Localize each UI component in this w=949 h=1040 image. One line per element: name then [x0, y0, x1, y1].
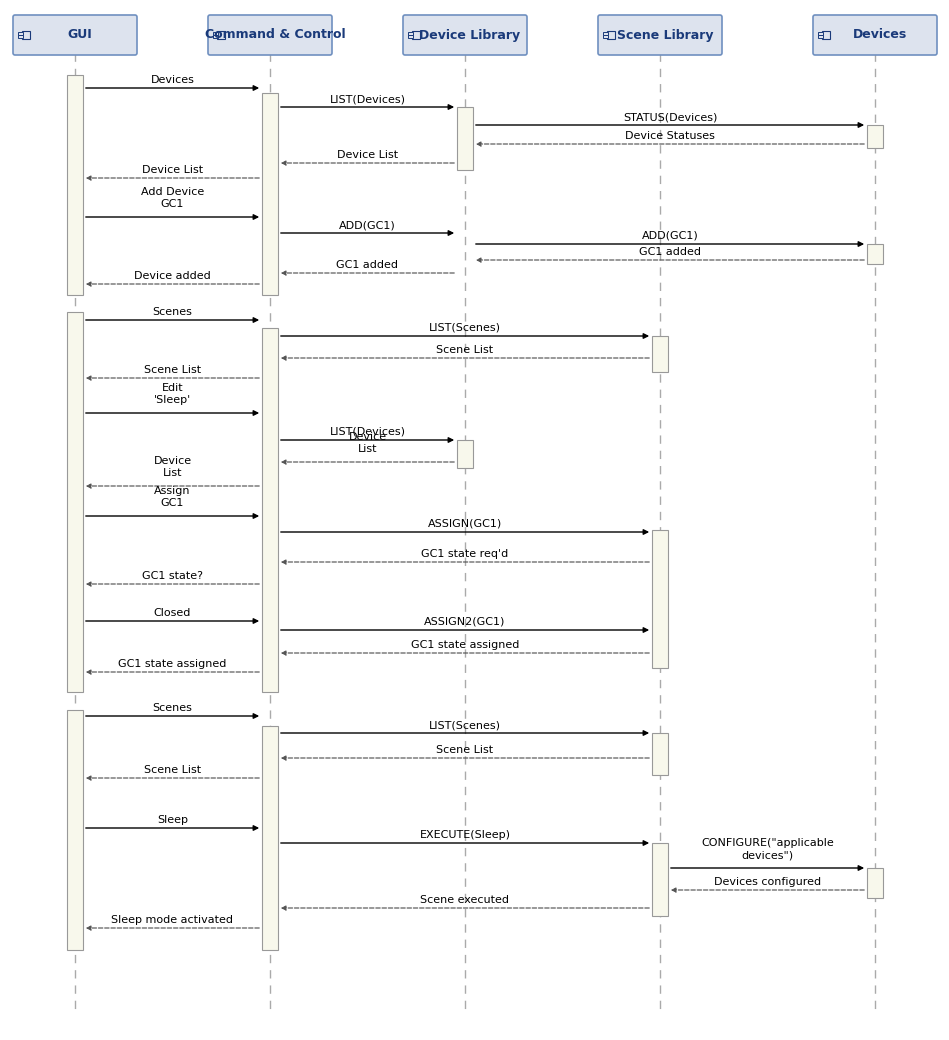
Text: ASSIGN(GC1): ASSIGN(GC1) — [428, 519, 502, 529]
FancyBboxPatch shape — [67, 75, 83, 295]
Text: GC1 state assigned: GC1 state assigned — [411, 640, 519, 650]
Text: STATUS(Devices): STATUS(Devices) — [623, 112, 717, 122]
FancyBboxPatch shape — [818, 32, 823, 35]
FancyBboxPatch shape — [867, 244, 883, 264]
FancyBboxPatch shape — [652, 733, 668, 775]
Text: Add Device
GC1: Add Device GC1 — [140, 187, 204, 209]
FancyBboxPatch shape — [18, 32, 23, 35]
FancyBboxPatch shape — [262, 726, 278, 950]
Text: Sleep: Sleep — [157, 815, 188, 825]
Text: Assign
GC1: Assign GC1 — [155, 487, 191, 508]
Text: GC1 state req'd: GC1 state req'd — [421, 549, 509, 560]
FancyBboxPatch shape — [607, 31, 615, 38]
FancyBboxPatch shape — [603, 35, 608, 38]
Text: Device
List: Device List — [348, 433, 386, 454]
Text: ADD(GC1): ADD(GC1) — [642, 231, 698, 241]
Text: Scene List: Scene List — [144, 765, 201, 775]
Text: GUI: GUI — [67, 28, 92, 42]
Text: Scene List: Scene List — [437, 345, 493, 355]
FancyBboxPatch shape — [217, 31, 225, 38]
FancyBboxPatch shape — [818, 35, 823, 38]
Text: Command & Control: Command & Control — [205, 28, 345, 42]
Text: GC1 added: GC1 added — [337, 260, 399, 270]
FancyBboxPatch shape — [652, 530, 668, 668]
Text: Scenes: Scenes — [153, 307, 193, 317]
FancyBboxPatch shape — [67, 710, 83, 950]
Text: Closed: Closed — [154, 608, 191, 618]
FancyBboxPatch shape — [652, 336, 668, 372]
FancyBboxPatch shape — [598, 15, 722, 55]
Text: Edit
'Sleep': Edit 'Sleep' — [154, 384, 191, 405]
Text: Scene List: Scene List — [144, 365, 201, 375]
Text: GC1 state assigned: GC1 state assigned — [119, 659, 227, 669]
Text: ASSIGN2(GC1): ASSIGN2(GC1) — [424, 617, 506, 627]
FancyBboxPatch shape — [213, 35, 218, 38]
FancyBboxPatch shape — [22, 31, 30, 38]
Text: CONFIGURE("applicable
devices"): CONFIGURE("applicable devices") — [701, 838, 834, 860]
Text: GC1 added: GC1 added — [639, 246, 701, 257]
FancyBboxPatch shape — [822, 31, 830, 38]
FancyBboxPatch shape — [18, 35, 23, 38]
Text: Scenes: Scenes — [153, 703, 193, 713]
FancyBboxPatch shape — [412, 31, 420, 38]
FancyBboxPatch shape — [403, 15, 527, 55]
Text: Device List: Device List — [337, 150, 398, 160]
FancyBboxPatch shape — [67, 312, 83, 692]
Text: Device List: Device List — [142, 165, 203, 175]
FancyBboxPatch shape — [208, 15, 332, 55]
FancyBboxPatch shape — [652, 843, 668, 916]
FancyBboxPatch shape — [457, 440, 473, 468]
Text: Devices: Devices — [151, 75, 195, 85]
Text: LIST(Devices): LIST(Devices) — [329, 94, 405, 104]
Text: Device
List: Device List — [154, 457, 192, 478]
FancyBboxPatch shape — [13, 15, 137, 55]
Text: Device Library: Device Library — [419, 28, 521, 42]
FancyBboxPatch shape — [408, 35, 413, 38]
Text: Scene List: Scene List — [437, 745, 493, 755]
Text: Device added: Device added — [134, 271, 211, 281]
Text: Device Statuses: Device Statuses — [625, 131, 715, 141]
FancyBboxPatch shape — [457, 107, 473, 170]
Text: GC1 state?: GC1 state? — [142, 571, 203, 581]
Text: LIST(Scenes): LIST(Scenes) — [429, 323, 501, 333]
Text: Scene executed: Scene executed — [420, 895, 510, 905]
Text: EXECUTE(Sleep): EXECUTE(Sleep) — [419, 830, 511, 840]
Text: Devices configured: Devices configured — [714, 877, 821, 887]
Text: LIST(Devices): LIST(Devices) — [329, 427, 405, 437]
FancyBboxPatch shape — [262, 93, 278, 295]
FancyBboxPatch shape — [262, 328, 278, 692]
Text: LIST(Scenes): LIST(Scenes) — [429, 720, 501, 730]
FancyBboxPatch shape — [867, 125, 883, 148]
FancyBboxPatch shape — [213, 32, 218, 35]
FancyBboxPatch shape — [408, 32, 413, 35]
FancyBboxPatch shape — [813, 15, 937, 55]
Text: ADD(GC1): ADD(GC1) — [339, 220, 396, 230]
FancyBboxPatch shape — [867, 868, 883, 898]
FancyBboxPatch shape — [603, 32, 608, 35]
Text: Scene Library: Scene Library — [617, 28, 714, 42]
Text: Sleep mode activated: Sleep mode activated — [111, 915, 233, 925]
Text: Devices: Devices — [853, 28, 907, 42]
